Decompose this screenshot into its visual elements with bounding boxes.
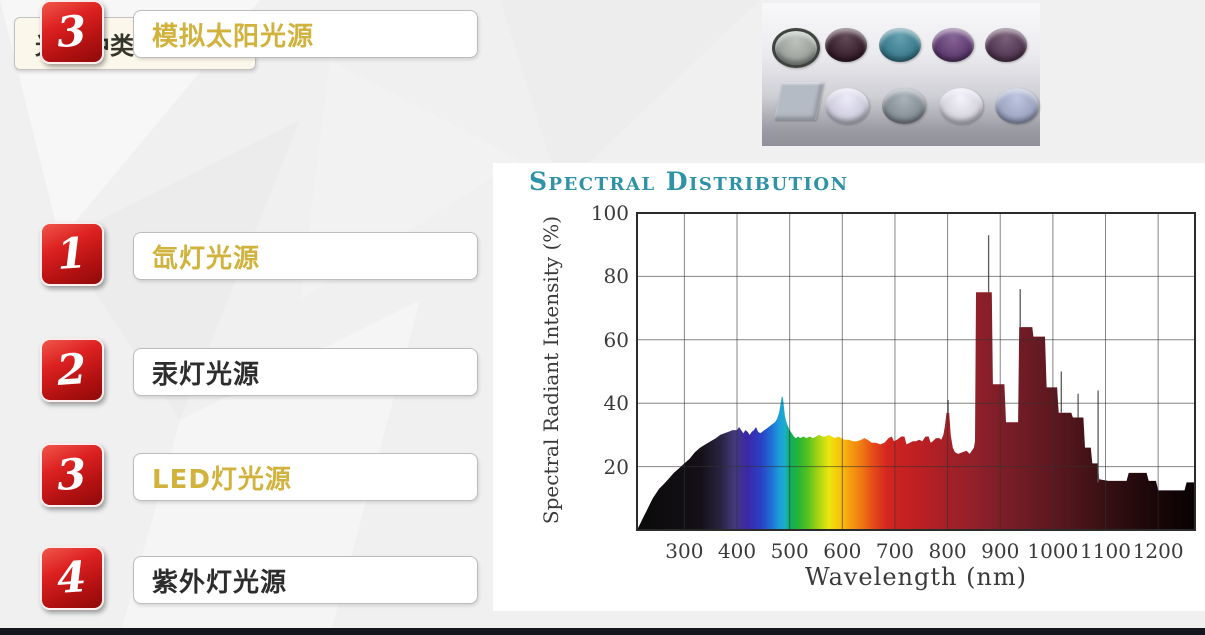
light-source-item-4: 4 紫外灯光源	[40, 546, 485, 612]
item-number: 2	[55, 344, 89, 395]
chart-title: Spectral Distribution	[529, 167, 849, 196]
item-number-badge: 3	[40, 0, 104, 64]
blue-gray-filter	[882, 88, 926, 124]
teal-filter	[879, 28, 921, 62]
gray-lens-filter	[772, 28, 820, 68]
light-source-item-2: 2 汞灯光源	[40, 338, 485, 404]
plum-filter	[985, 28, 1027, 62]
gray-square-filter	[773, 82, 825, 120]
item-number: 1	[55, 228, 89, 279]
periwinkle-filter	[995, 88, 1039, 124]
item-box: 模拟太阳光源	[133, 10, 478, 58]
spectral-distribution-panel: Spectral Distribution Spectral Radiant I…	[493, 163, 1205, 611]
x-tick-label: 800	[928, 539, 967, 563]
item-number-badge: 1	[40, 222, 104, 286]
slide-footer-bar	[0, 628, 1205, 635]
white-filter	[939, 88, 983, 124]
x-tick-label: 500	[770, 539, 809, 563]
item-number: 3	[55, 6, 89, 57]
y-tick-label: 80	[603, 264, 629, 289]
spectral-chart-canvas	[636, 212, 1196, 531]
x-tick-label: 900	[981, 539, 1020, 563]
light-source-item-1: 1 氙灯光源	[40, 222, 485, 288]
y-tick-label: 100	[590, 201, 629, 225]
item-label: 模拟太阳光源	[152, 21, 315, 52]
light-source-item-5: 3 模拟太阳光源	[40, 0, 485, 66]
x-tick-label: 700	[875, 539, 915, 563]
item-number-badge: 4	[40, 546, 104, 610]
y-tick-label: 40	[603, 391, 629, 416]
x-tick-label: 1100	[1080, 539, 1131, 563]
x-tick-label: 1000	[1027, 539, 1079, 563]
purple-filter	[932, 28, 974, 62]
item-number-badge: 2	[40, 338, 104, 402]
filters-photo	[762, 3, 1040, 146]
item-label: 汞灯光源	[152, 359, 261, 390]
item-number: 4	[55, 552, 89, 603]
item-label: LED灯光源	[152, 464, 292, 495]
item-box: 氙灯光源	[133, 232, 478, 280]
item-label: 氙灯光源	[152, 243, 261, 274]
item-label: 紫外灯光源	[152, 567, 288, 598]
item-box: 汞灯光源	[133, 348, 478, 396]
x-tick-label: 1200	[1132, 539, 1184, 563]
x-tick-label: 400	[717, 539, 757, 563]
x-axis-label: Wavelength (nm)	[804, 563, 1028, 591]
y-tick-label: 20	[603, 454, 629, 479]
x-tick-label: 600	[823, 539, 862, 563]
dark-maroon-filter	[825, 28, 867, 62]
item-box: LED灯光源	[133, 453, 478, 501]
light-source-item-3: 3 LED灯光源	[40, 443, 485, 509]
item-number: 3	[55, 449, 89, 500]
item-number-badge: 3	[40, 443, 104, 507]
y-tick-label: 60	[603, 327, 629, 352]
item-box: 紫外灯光源	[133, 556, 478, 604]
lavender-filter	[825, 88, 869, 124]
x-tick-label: 300	[665, 539, 704, 563]
